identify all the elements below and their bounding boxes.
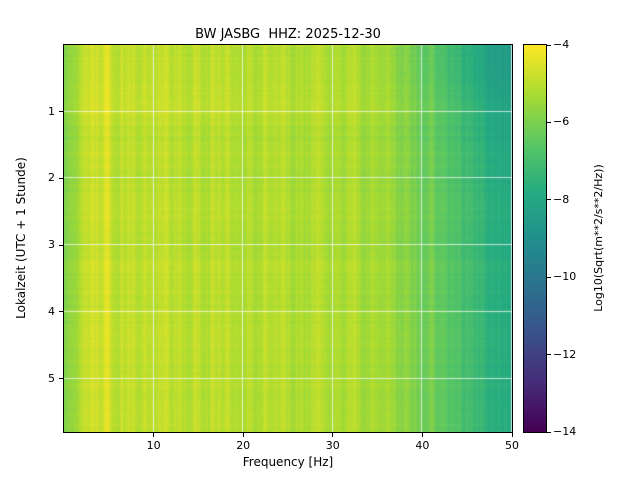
x-tick xyxy=(153,433,155,437)
x-tick xyxy=(421,433,423,437)
y-axis-label: Lokalzeit (UTC + 1 Stunde) xyxy=(14,157,28,319)
colorbar-gradient xyxy=(524,45,546,432)
y-tick xyxy=(59,311,63,313)
x-tick-label: 20 xyxy=(236,439,251,452)
colorbar-tick-label: −10 xyxy=(553,270,577,284)
colorbar-tick-label: −6 xyxy=(553,115,570,129)
plot-title: BW JASBG HHZ: 2025-12-30 xyxy=(195,27,381,42)
y-tick-label: 3 xyxy=(48,238,55,252)
y-tick-label: 1 xyxy=(48,104,55,118)
plot-area xyxy=(63,44,513,433)
colorbar-tick-label: −12 xyxy=(553,347,577,361)
x-tick xyxy=(511,433,513,437)
colorbar-tick xyxy=(547,276,551,278)
y-tick xyxy=(59,111,63,113)
colorbar-tick xyxy=(547,121,551,123)
y-tick xyxy=(59,177,63,179)
y-tick xyxy=(59,244,63,246)
x-tick-label: 10 xyxy=(146,439,161,452)
colorbar-tick xyxy=(547,431,551,433)
x-tick xyxy=(332,433,334,437)
x-tick-label: 50 xyxy=(505,439,519,452)
colorbar xyxy=(523,44,547,433)
y-tick xyxy=(59,378,63,380)
x-tick-label: 40 xyxy=(415,439,430,452)
colorbar-tick-label: −8 xyxy=(553,192,570,206)
y-tick-label: 2 xyxy=(48,171,55,185)
colorbar-tick-label: −14 xyxy=(553,425,577,438)
colorbar-label: Log10(Sqrt(m**2/s**2/Hz)) xyxy=(592,164,605,312)
y-tick-label: 4 xyxy=(48,304,55,318)
colorbar-tick xyxy=(547,44,551,46)
y-tick-label: 5 xyxy=(48,371,55,385)
spectrogram-heatmap xyxy=(64,45,512,432)
x-axis-label: Frequency [Hz] xyxy=(242,455,334,469)
colorbar-tick xyxy=(547,354,551,356)
x-tick xyxy=(242,433,244,437)
x-tick-label: 30 xyxy=(325,439,340,452)
colorbar-tick-label: −4 xyxy=(553,38,570,51)
colorbar-tick xyxy=(547,199,551,201)
